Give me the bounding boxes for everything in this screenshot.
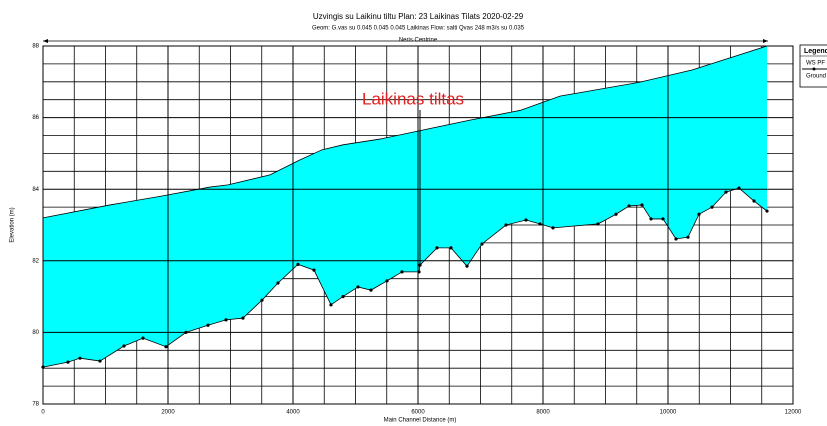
y-tick-label: 86	[32, 115, 39, 121]
chart-subtitle: Geom: G.vas su 0.045 0.045 0.045 Laikina…	[312, 26, 525, 32]
ground-point	[697, 212, 701, 216]
ground-point	[66, 360, 70, 364]
ground-point	[417, 270, 421, 274]
ground-point	[551, 226, 555, 230]
ground-point	[627, 204, 631, 208]
ground-point	[164, 345, 168, 349]
ground-point	[724, 190, 728, 194]
annotation: Laikinas tiltas	[362, 89, 464, 108]
ground-point	[98, 359, 102, 363]
ground-point	[710, 205, 714, 209]
legend-marker	[812, 67, 816, 71]
x-tick-label: 2000	[161, 410, 175, 416]
ground-point	[596, 222, 600, 226]
ground-point	[538, 222, 542, 226]
ground-point	[385, 279, 389, 283]
x-tick-label: 6000	[411, 410, 425, 416]
x-axis-label: Main Channel Distance (m)	[384, 418, 457, 424]
ground-point	[737, 186, 741, 190]
ground-point	[78, 356, 82, 360]
y-tick-label: 78	[32, 402, 39, 408]
water-area	[43, 46, 767, 368]
ground-point	[341, 295, 345, 299]
ground-point	[184, 330, 188, 334]
ground-point	[296, 262, 300, 266]
ground-point	[435, 246, 439, 250]
legend-box	[799, 44, 827, 88]
ground-point	[524, 218, 528, 222]
y-tick-label: 80	[32, 330, 39, 336]
x-tick-label: 12000	[785, 410, 802, 416]
legend-label: WS PF 1	[806, 61, 827, 67]
ground-point	[465, 264, 469, 268]
ground-point	[122, 344, 126, 348]
ground-point	[686, 235, 690, 239]
ground-point	[765, 209, 769, 213]
ground-point	[260, 298, 264, 302]
ground-point	[206, 323, 210, 327]
ground-point	[480, 242, 484, 246]
x-tick-label: 8000	[536, 410, 550, 416]
ground-point	[661, 217, 665, 221]
y-axis-label: Elevation (m)	[10, 207, 16, 242]
legend-title: Legend	[804, 48, 827, 55]
ground-point	[674, 237, 678, 241]
ground-point	[329, 303, 333, 307]
y-tick-label: 84	[32, 187, 39, 193]
ground-point	[369, 288, 373, 292]
chart-title: Uzvingis su Laikinu tiltu Plan: 23 Laiki…	[313, 12, 524, 21]
ground-point	[41, 365, 45, 369]
ground-point	[141, 336, 145, 340]
water-surface-line	[42, 45, 768, 219]
reach-label: Neris Centrine	[399, 38, 438, 44]
ground-point	[356, 285, 360, 289]
ground-point	[224, 318, 228, 322]
y-tick-label: 88	[32, 44, 39, 50]
ground-point	[504, 223, 508, 227]
ground-point	[449, 246, 453, 250]
ground-point	[752, 199, 756, 203]
ground-point	[400, 270, 404, 274]
x-tick-label: 0	[41, 410, 45, 416]
legend-label: Ground	[806, 74, 826, 80]
ground-point	[276, 281, 280, 285]
ground-point	[640, 203, 644, 207]
ground-point	[241, 316, 245, 320]
ground-point	[649, 217, 653, 221]
y-tick-label: 82	[32, 258, 39, 264]
ground-point	[614, 212, 618, 216]
x-tick-label: 4000	[286, 410, 300, 416]
x-tick-label: 10000	[660, 410, 677, 416]
ground-point	[312, 268, 316, 272]
